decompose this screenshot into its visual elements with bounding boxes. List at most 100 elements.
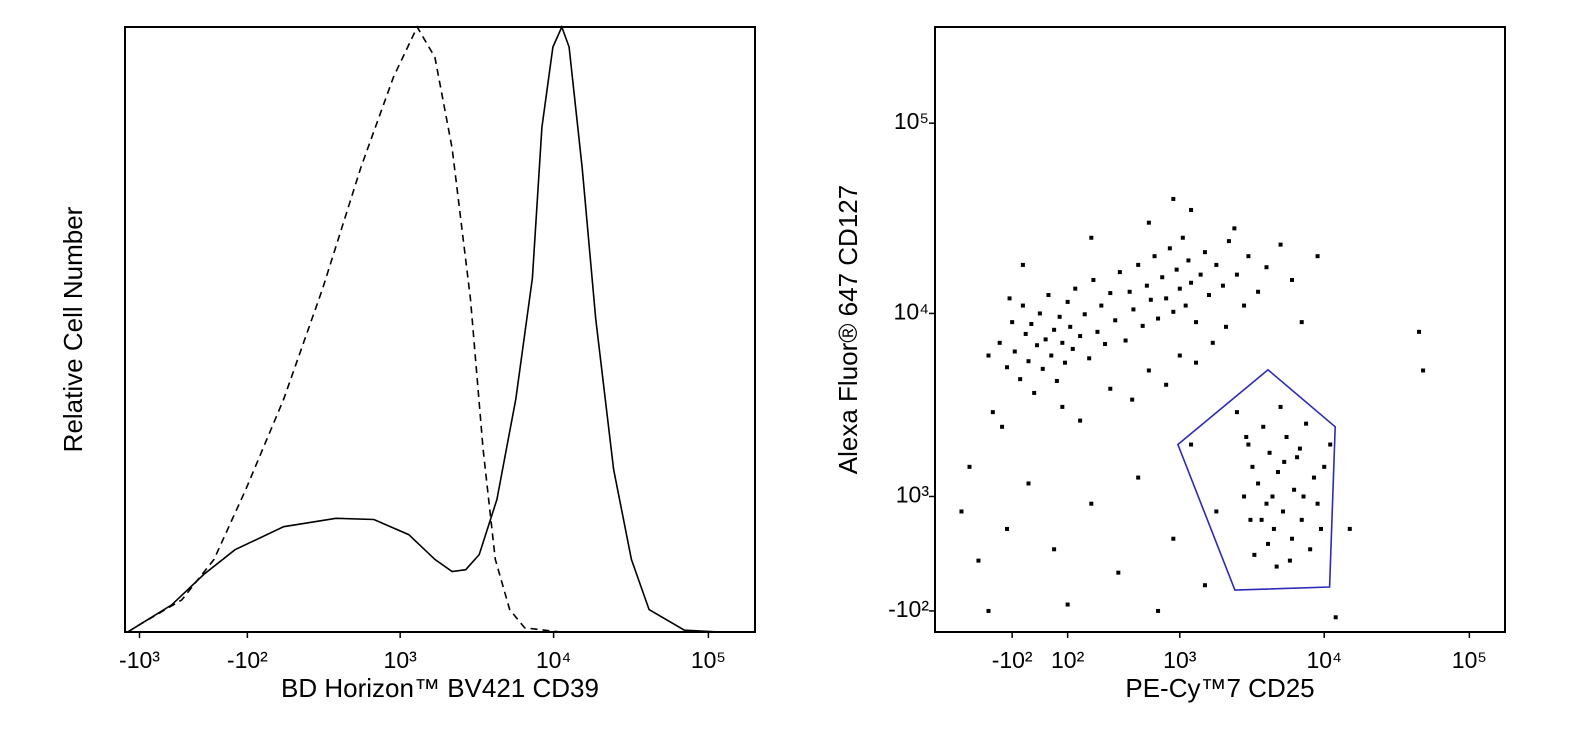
event-dot: [1012, 349, 1017, 354]
event-dot: [1242, 494, 1247, 499]
event-dot: [990, 410, 995, 415]
event-dot: [1146, 220, 1151, 225]
event-dot: [1299, 517, 1304, 522]
event-dot: [1246, 254, 1251, 259]
event-dot: [1328, 442, 1333, 447]
event-dot: [1234, 272, 1239, 277]
event-dot: [1290, 277, 1295, 282]
event-dot: [1164, 296, 1169, 301]
event-dot: [1292, 487, 1297, 492]
plot-frame: [124, 26, 756, 633]
x-tick-label: 10⁵: [1452, 647, 1487, 673]
event-dot: [1148, 297, 1153, 302]
event-dot: [1171, 309, 1176, 314]
event-dot: [1194, 320, 1199, 325]
event-dot: [1131, 307, 1136, 312]
y-tick-label: 10⁵: [894, 108, 929, 134]
histogram-line: [127, 24, 721, 633]
event-dot: [1202, 583, 1207, 588]
x-tick-label: 10⁴: [1306, 647, 1341, 673]
event-dot: [1282, 459, 1287, 464]
event-dot: [1043, 337, 1048, 342]
event-dot: [1308, 547, 1313, 552]
event-dot: [1123, 338, 1128, 343]
event-dot: [1267, 450, 1272, 455]
event-dot: [1421, 368, 1426, 373]
event-dot: [1060, 404, 1065, 409]
event-dot: [986, 608, 991, 613]
event-dot: [1256, 481, 1261, 486]
x-tick-label: 10³: [1163, 647, 1197, 673]
event-dot: [1082, 312, 1087, 317]
event-dot: [1274, 564, 1279, 569]
y-axis-label: Relative Cell Number: [58, 206, 88, 452]
x-tick-label: -10²: [227, 647, 268, 673]
event-dot: [1315, 254, 1320, 259]
event-dot: [1271, 526, 1276, 531]
event-dot: [1099, 303, 1104, 308]
x-tick-label: 10⁴: [536, 647, 571, 673]
event-dot: [1130, 397, 1135, 402]
event-dot: [1322, 464, 1327, 469]
event-dot: [1206, 293, 1211, 298]
event-dot: [1180, 235, 1185, 240]
event-dot: [1029, 321, 1034, 326]
event-dot: [1315, 501, 1320, 506]
event-dot: [1073, 286, 1078, 291]
event-dot: [1040, 366, 1045, 371]
event-dot: [1060, 340, 1065, 345]
histogram-line: [127, 25, 561, 633]
event-dot: [1261, 424, 1266, 429]
event-dot: [1018, 377, 1023, 382]
event-dot: [1020, 303, 1025, 308]
x-axis-label: PE-Cy™7 CD25: [1125, 673, 1314, 703]
event-dot: [967, 464, 972, 469]
plot-frame: [934, 26, 1506, 633]
event-dot: [1117, 270, 1122, 275]
event-dot: [1052, 327, 1057, 332]
event-dot: [1311, 475, 1316, 480]
event-dot: [1252, 552, 1257, 557]
event-dot: [1202, 250, 1207, 255]
x-tick-label: -10³: [119, 647, 160, 673]
event-dot: [1146, 368, 1151, 373]
y-axis-label: Alexa Fluor® 647 CD127: [833, 185, 863, 474]
event-dot: [1095, 329, 1100, 334]
event-dot: [1065, 602, 1070, 607]
event-dot: [1177, 353, 1182, 358]
event-dot: [1194, 360, 1199, 365]
event-dot: [1140, 323, 1145, 328]
event-dot: [1005, 365, 1010, 370]
y-tick-label: 10⁴: [894, 299, 929, 325]
event-dot: [1156, 316, 1161, 321]
event-dot: [1035, 343, 1040, 348]
event-dot: [986, 353, 991, 358]
event-dot: [1113, 318, 1118, 323]
event-dot: [1049, 353, 1054, 358]
event-dot: [1160, 275, 1165, 280]
event-dot: [1020, 262, 1025, 267]
event-dot: [1278, 242, 1283, 247]
event-dot: [1164, 382, 1169, 387]
event-dot: [1007, 296, 1012, 301]
event-dot: [1198, 272, 1203, 277]
event-dot: [1259, 517, 1264, 522]
event-dot: [1174, 267, 1179, 272]
event-dot: [1210, 340, 1215, 345]
event-dot: [1183, 303, 1188, 308]
event-dot: [1144, 283, 1149, 288]
event-dot: [1214, 262, 1219, 267]
event-dot: [976, 558, 981, 563]
event-dot: [1108, 291, 1113, 296]
event-dot: [1281, 509, 1286, 514]
event-dot: [1189, 442, 1194, 447]
event-dot: [1127, 289, 1132, 294]
event-dot: [1186, 258, 1191, 263]
event-dot: [997, 340, 1002, 345]
event-dot: [1078, 418, 1083, 423]
event-dot: [1026, 481, 1031, 486]
event-dot: [1005, 526, 1010, 531]
event-dot: [1264, 265, 1269, 270]
event-dot: [1304, 421, 1309, 426]
